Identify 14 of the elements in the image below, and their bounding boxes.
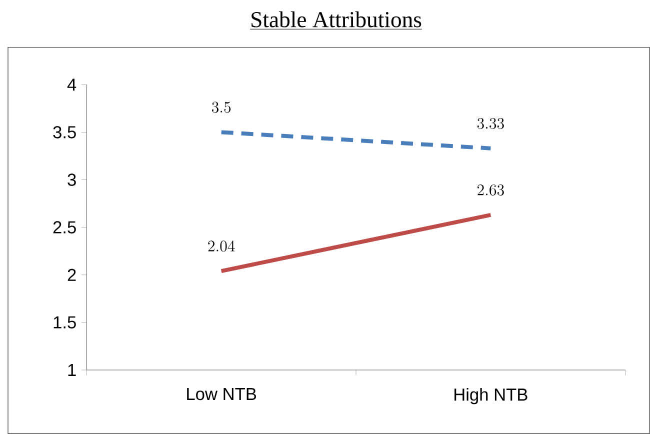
y-tick-label: 1.5 [54, 316, 76, 328]
data-label: 2.63 [478, 184, 504, 196]
x-tick-label: Low NTB [187, 388, 256, 400]
y-tick-label: 1 [68, 364, 76, 376]
y-tick-label: 3 [68, 174, 76, 186]
y-tick-label: 3.5 [53, 126, 76, 138]
y-tick-label: 4 [67, 78, 76, 91]
x-tick-label: High NTB [454, 388, 528, 404]
data-label: 3.5 [212, 102, 231, 113]
data-label: 3.33 [477, 118, 504, 129]
data-label: 2.04 [208, 240, 235, 252]
y-tick-label: 2.5 [53, 221, 76, 234]
chart-title: Stable Attributions [252, 11, 422, 28]
y-tick-label: 2 [68, 268, 76, 281]
